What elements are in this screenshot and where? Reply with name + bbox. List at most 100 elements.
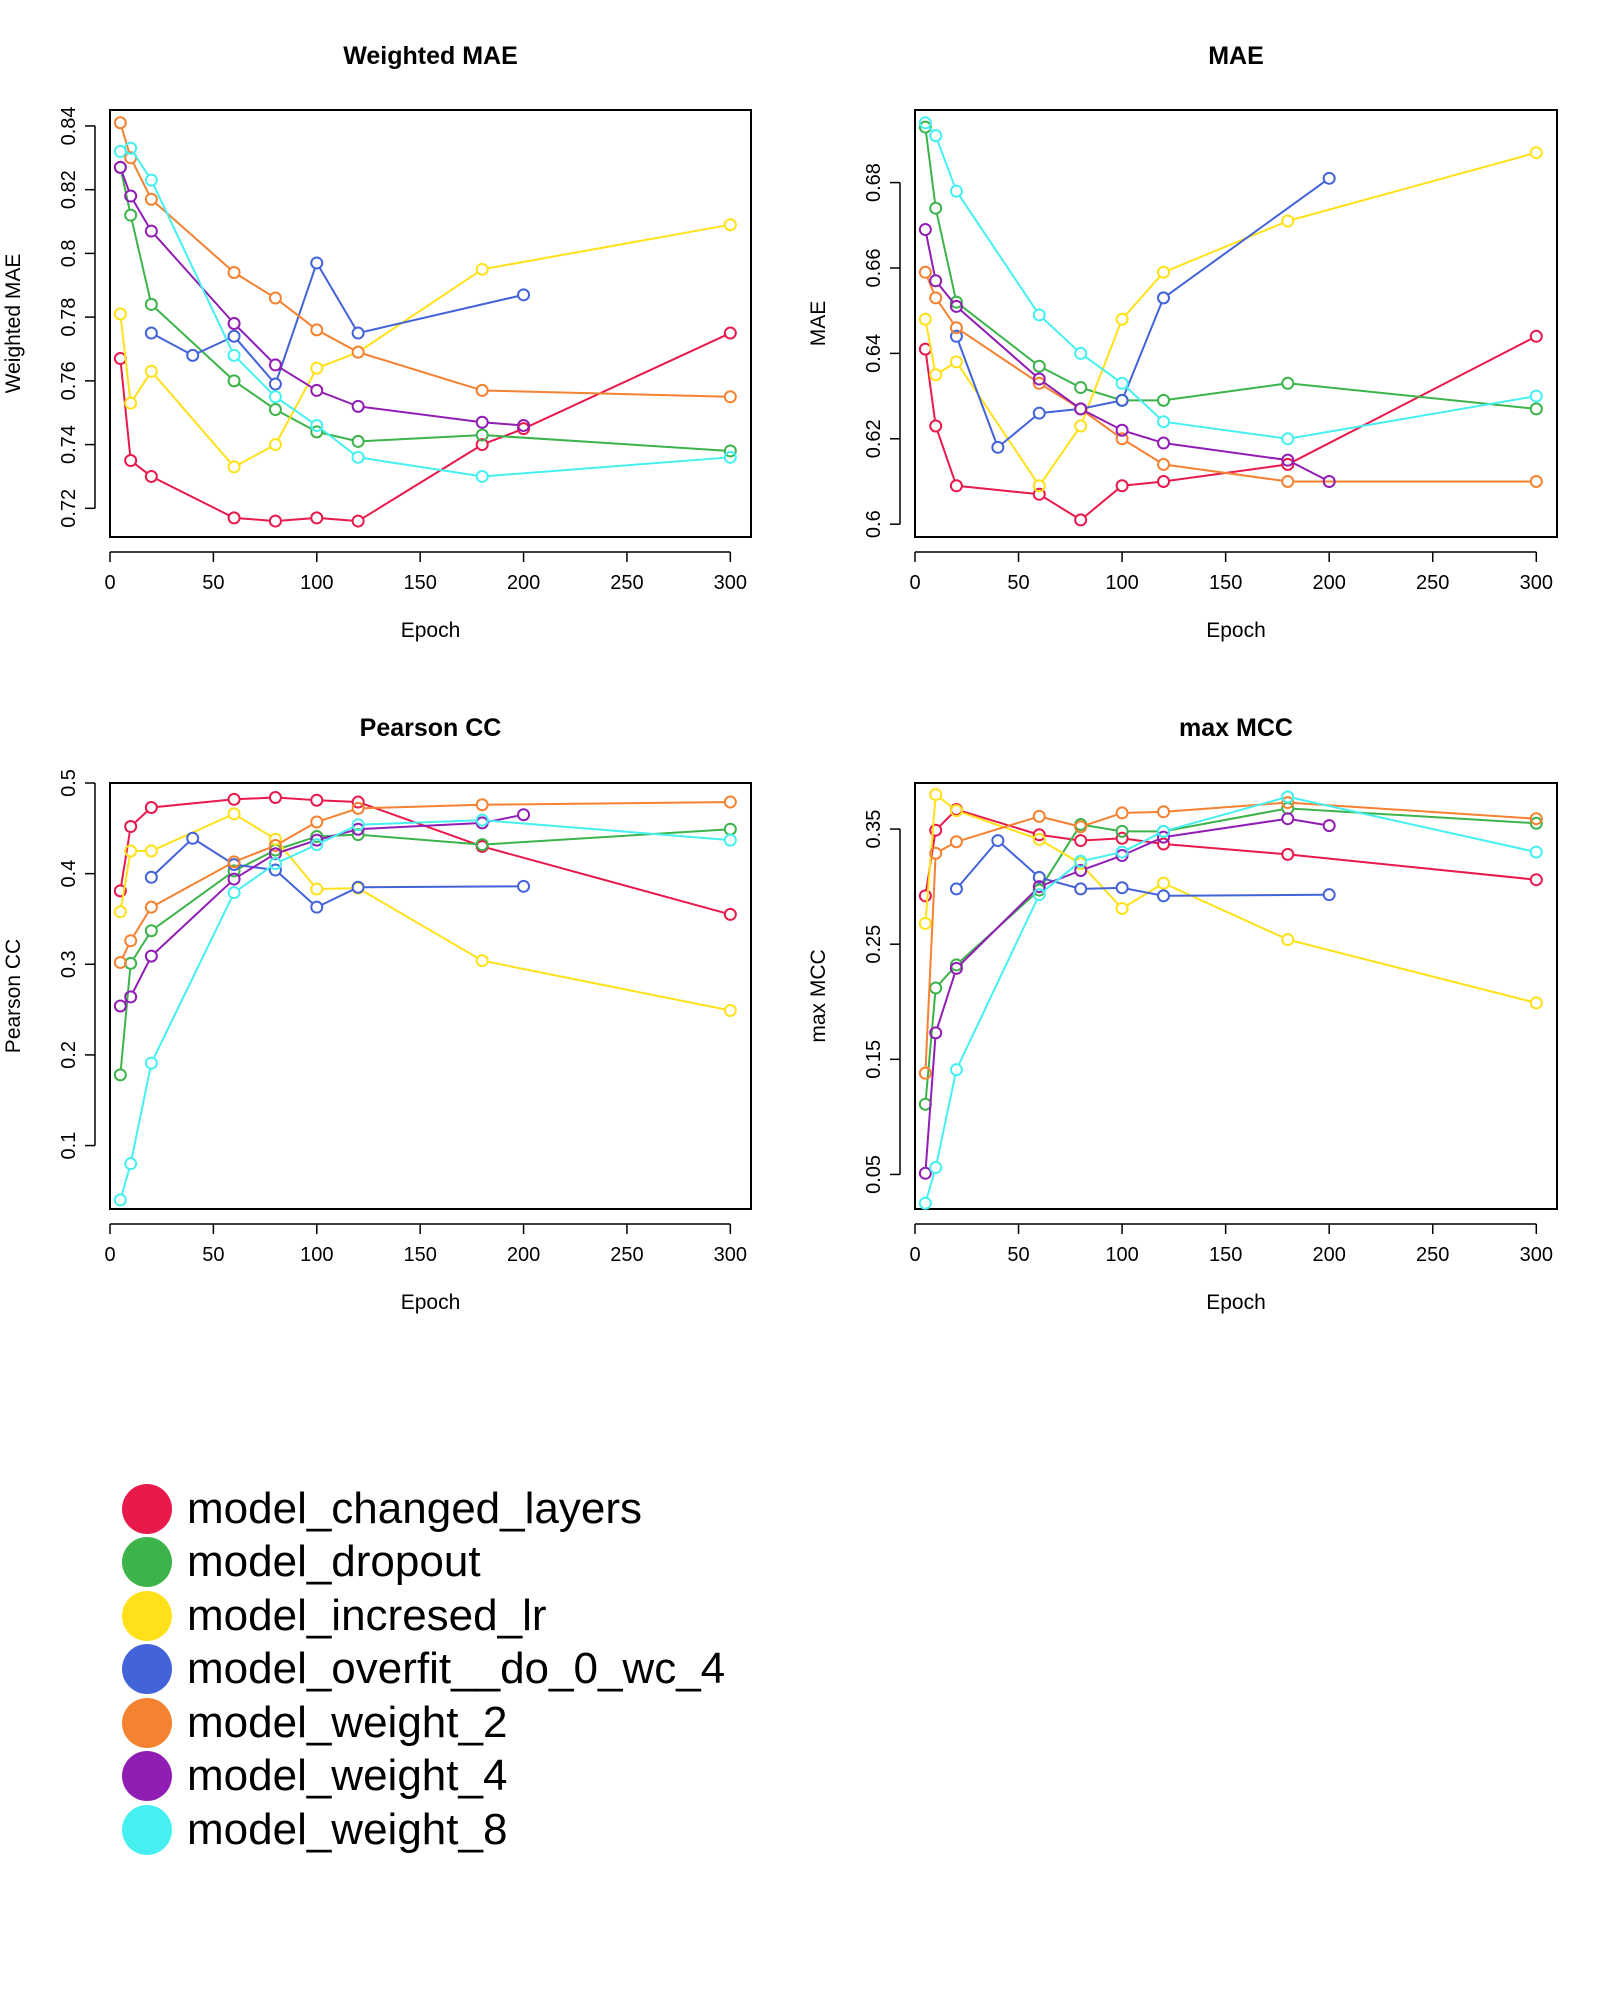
legend-swatch	[122, 1537, 172, 1588]
y-tick-label: 0.72	[58, 489, 80, 528]
series-line-segment	[938, 302, 954, 324]
data-point	[723, 390, 737, 404]
series-line-segment	[1127, 887, 1158, 896]
chart-title: MAE	[1208, 42, 1264, 70]
x-tick-label: 250	[610, 1244, 643, 1266]
x-tick-label: 100	[300, 572, 333, 594]
data-point	[1157, 805, 1171, 819]
y-tick-label: 0.3	[58, 950, 80, 978]
series-line-segment	[488, 224, 725, 270]
data-point	[1529, 873, 1543, 887]
data-point	[1322, 474, 1336, 488]
series-line-segment	[132, 162, 150, 195]
series-line-segment	[960, 890, 1036, 965]
data-point	[1529, 812, 1543, 826]
data-point	[1157, 436, 1171, 450]
series-line-segment	[238, 383, 271, 407]
data-point	[1529, 996, 1543, 1010]
series-line-segment	[1044, 841, 1076, 862]
x-tick-label: 300	[1520, 572, 1553, 594]
y-tick-label: 0.62	[863, 419, 885, 458]
data-point	[227, 511, 241, 525]
series-line-segment	[1128, 481, 1158, 487]
series-line-segment	[240, 517, 270, 522]
series-line-segment	[197, 840, 230, 863]
data-point	[310, 323, 324, 337]
data-point	[144, 297, 158, 311]
series-line-segment	[1127, 838, 1159, 854]
series-line-segment	[239, 446, 271, 465]
series-line-segment	[364, 434, 477, 443]
series-line-segment	[488, 434, 725, 452]
data-point	[227, 460, 241, 474]
series-line-segment	[1169, 464, 1282, 482]
x-tick-label: 200	[507, 1244, 540, 1266]
data-point	[186, 348, 200, 362]
series-line-segment	[155, 873, 230, 928]
series-line-segment	[281, 517, 311, 522]
data-point	[475, 813, 489, 827]
data-point	[144, 900, 158, 914]
series-line-segment	[322, 809, 353, 821]
legend: model_changed_layers model_dropout model…	[122, 1482, 725, 1857]
x-tick-label: 100	[300, 1244, 333, 1266]
data-point	[517, 288, 531, 302]
data-point	[475, 438, 489, 452]
series-line-segment	[1168, 884, 1283, 938]
series-line-segment	[1125, 386, 1160, 419]
series-line-segment	[280, 846, 312, 862]
series-line-segment	[960, 309, 1036, 376]
series-line-segment	[364, 885, 518, 889]
data-point	[918, 120, 932, 134]
series-line-segment	[156, 863, 230, 906]
series-line-segment	[1128, 810, 1158, 814]
data-point	[1281, 790, 1295, 804]
data-point	[227, 886, 241, 900]
y-tick-label: 0.64	[863, 334, 885, 373]
series-line-segment	[962, 810, 1034, 834]
series-line-segment	[1086, 824, 1117, 832]
data-point	[351, 801, 365, 815]
data-point	[144, 326, 158, 340]
legend-label: model_weight_2	[187, 1697, 508, 1747]
data-point	[929, 274, 943, 288]
data-point	[475, 954, 489, 968]
data-point	[1157, 393, 1171, 407]
series-line-segment	[1044, 368, 1076, 386]
series-line-segment	[280, 841, 312, 853]
series-line-segment	[1293, 396, 1531, 439]
series-line-segment	[959, 195, 1037, 311]
data-point	[310, 511, 324, 525]
series-line-segment	[122, 945, 129, 958]
data-point	[929, 291, 943, 305]
series-line-segment	[1043, 318, 1077, 350]
series-line-segment	[1293, 807, 1531, 824]
series-line-segment	[1086, 886, 1116, 890]
plot-frame	[914, 782, 1558, 1210]
data-point	[949, 1063, 963, 1077]
plot-frame	[109, 782, 752, 1210]
series-line-segment	[120, 856, 131, 906]
series-line-segment	[1293, 382, 1531, 410]
data-point	[113, 116, 127, 130]
series-line-segment	[322, 887, 352, 890]
series-line-segment	[321, 826, 353, 843]
series-line-segment	[364, 406, 477, 423]
data-point	[227, 266, 241, 280]
data-point	[723, 1004, 737, 1018]
series-line-segment	[134, 810, 148, 824]
series-line-segment	[281, 796, 311, 801]
data-point	[918, 916, 932, 930]
data-point	[1074, 820, 1088, 834]
x-tick-label: 0	[909, 572, 920, 594]
series-line-segment	[321, 331, 354, 351]
series-line-segment	[363, 295, 518, 333]
legend-swatch	[122, 1644, 172, 1695]
data-point	[351, 880, 365, 894]
data-point	[949, 355, 963, 369]
series-line-segment	[363, 353, 477, 390]
data-point	[113, 144, 127, 158]
x-axis-label: Epoch	[401, 1291, 461, 1314]
data-point	[1529, 389, 1543, 403]
data-point	[144, 1056, 158, 1070]
